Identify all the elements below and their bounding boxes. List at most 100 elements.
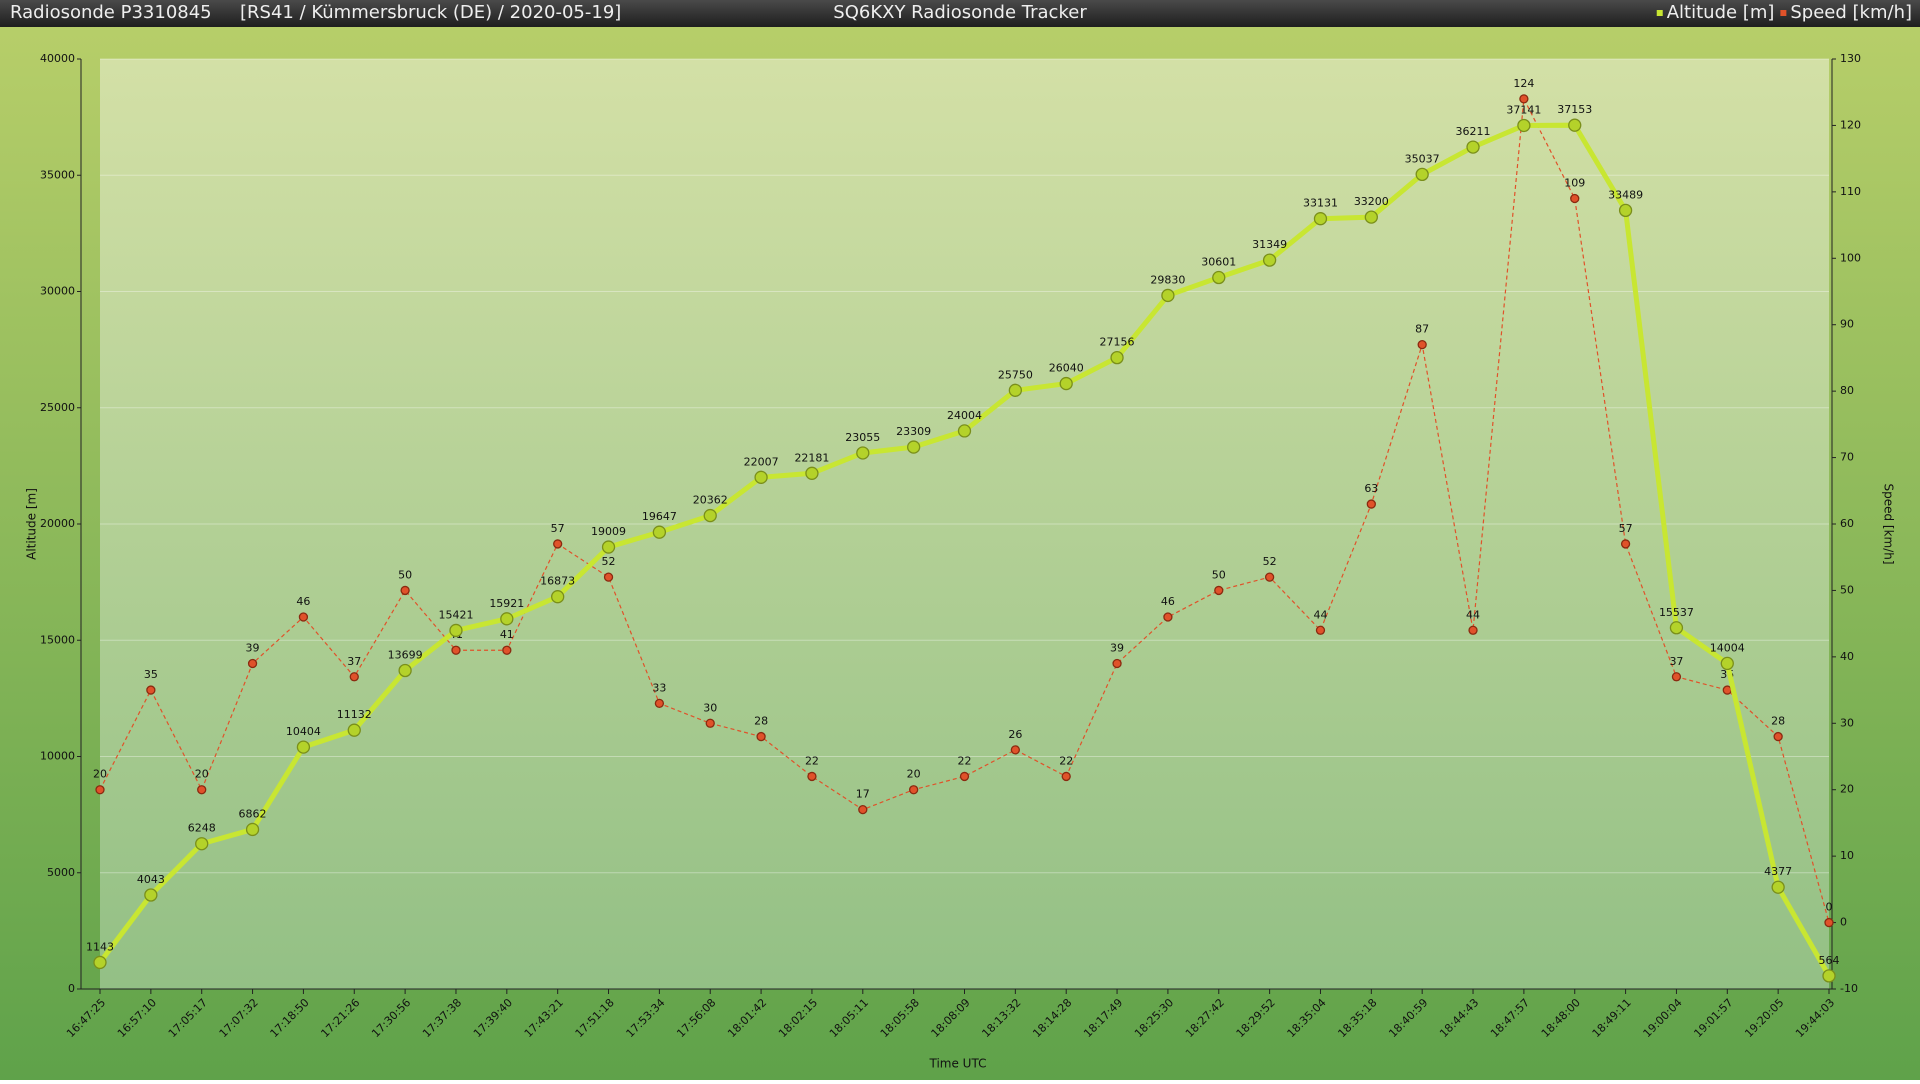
altitude-point	[957, 424, 972, 438]
speed-point	[1366, 499, 1376, 509]
speed-point	[1264, 572, 1275, 582]
altitude-point	[1618, 203, 1633, 218]
speed-point	[705, 718, 715, 728]
speed-point	[1773, 731, 1783, 742]
altitude-point	[754, 470, 768, 484]
data-label: 52	[602, 555, 616, 568]
altitude-point	[1822, 969, 1836, 983]
plot-area	[100, 59, 1829, 989]
y2-tick-label: 80	[1840, 384, 1854, 397]
altitude-point	[144, 888, 158, 902]
data-label: 4043	[137, 873, 165, 886]
data-label: 25750	[998, 368, 1033, 381]
data-label: 30	[703, 701, 717, 714]
speed-point	[1570, 193, 1580, 204]
data-label: 20	[195, 768, 209, 781]
y2-tick-label: 30	[1840, 716, 1854, 729]
header-info: [RS41 / Kümmersbruck (DE) / 2020-05-19]	[240, 2, 621, 23]
y2-tick-label: 130	[1840, 52, 1861, 65]
data-label: 39	[246, 642, 260, 655]
data-label: 124	[1513, 77, 1534, 90]
data-label: 20362	[693, 494, 728, 507]
speed-point	[400, 585, 410, 596]
y-tick-label: 20000	[40, 517, 75, 530]
altitude-point	[1771, 880, 1785, 894]
data-label: 28	[1771, 715, 1785, 728]
data-label: 26040	[1049, 362, 1084, 375]
altitude-point	[1720, 656, 1734, 671]
altitude-point	[93, 955, 107, 970]
y2-tick-label: 100	[1840, 251, 1861, 264]
data-label: 44	[1313, 608, 1327, 621]
altitude-point	[1059, 376, 1073, 391]
data-label: 37141	[1506, 103, 1541, 116]
y2-tick-label: 50	[1840, 583, 1854, 596]
altitude-point	[652, 525, 667, 539]
data-label: 46	[296, 595, 310, 608]
y2-tick-label: -10	[1840, 982, 1858, 995]
speed-line	[99, 96, 1830, 923]
speed-point	[654, 698, 665, 709]
speed-point	[349, 672, 359, 682]
y2-tick-label: 90	[1840, 318, 1854, 331]
y2-tick-label: 70	[1840, 451, 1854, 464]
data-label: 31349	[1252, 238, 1287, 251]
speed-point	[451, 645, 461, 655]
y-tick-label: 35000	[40, 168, 75, 181]
data-label: 24004	[947, 409, 982, 422]
y2-tick-label: 20	[1840, 783, 1854, 796]
data-label: 20	[907, 768, 921, 781]
speed-point	[146, 685, 156, 695]
data-label: 50	[398, 568, 412, 581]
speed-point	[1315, 625, 1326, 635]
altitude-point	[1466, 140, 1480, 154]
data-label: 564	[1819, 954, 1840, 967]
altitude-point	[1669, 621, 1684, 635]
altitude-point	[1212, 270, 1226, 285]
altitude-point	[296, 740, 311, 754]
altitude-point	[601, 540, 616, 554]
data-label: 15537	[1659, 606, 1694, 619]
altitude-point	[1415, 167, 1429, 182]
altitude-point	[1161, 288, 1175, 303]
data-label: 44	[1466, 608, 1480, 621]
data-label: 46	[1161, 595, 1175, 608]
speed-point	[1824, 917, 1834, 928]
y2-tick-label: 40	[1840, 650, 1854, 663]
data-label: 23055	[845, 431, 880, 444]
altitude-point	[347, 723, 361, 737]
y2-tick-label: 110	[1840, 185, 1861, 198]
data-label: 11132	[337, 708, 372, 721]
y-tick-label: 5000	[47, 866, 75, 879]
y2-axis-label: Speed [km/h]	[1882, 483, 1896, 564]
y-tick-label: 10000	[40, 750, 75, 763]
data-label: 37	[1669, 655, 1683, 668]
speed-point	[1519, 94, 1529, 104]
data-label: 30601	[1201, 256, 1236, 269]
data-label: 57	[1619, 522, 1633, 535]
data-label: 52	[1263, 555, 1277, 568]
data-label: 10404	[286, 725, 321, 738]
data-label: 17	[856, 788, 870, 801]
data-label: 4377	[1764, 865, 1792, 878]
data-label: 35	[144, 668, 158, 681]
data-label: 33200	[1354, 195, 1389, 208]
header: Radiosonde P3310845 [RS41 / Kümmersbruck…	[0, 0, 1920, 27]
speed-point	[858, 804, 868, 815]
speed-point	[603, 572, 614, 582]
altitude-point	[398, 663, 412, 678]
speed-point	[1722, 685, 1732, 695]
speed-point	[553, 539, 563, 549]
data-label: 37	[347, 655, 361, 668]
data-label: 22	[1059, 754, 1073, 767]
y2-tick-label: 120	[1840, 118, 1861, 131]
speed-point	[1620, 539, 1631, 549]
speed-point	[1417, 339, 1427, 350]
altitude-point	[449, 623, 463, 638]
altitude-point	[551, 590, 565, 604]
data-label: 36211	[1456, 125, 1491, 138]
altitude-point	[703, 508, 717, 523]
speed-point	[502, 645, 512, 655]
